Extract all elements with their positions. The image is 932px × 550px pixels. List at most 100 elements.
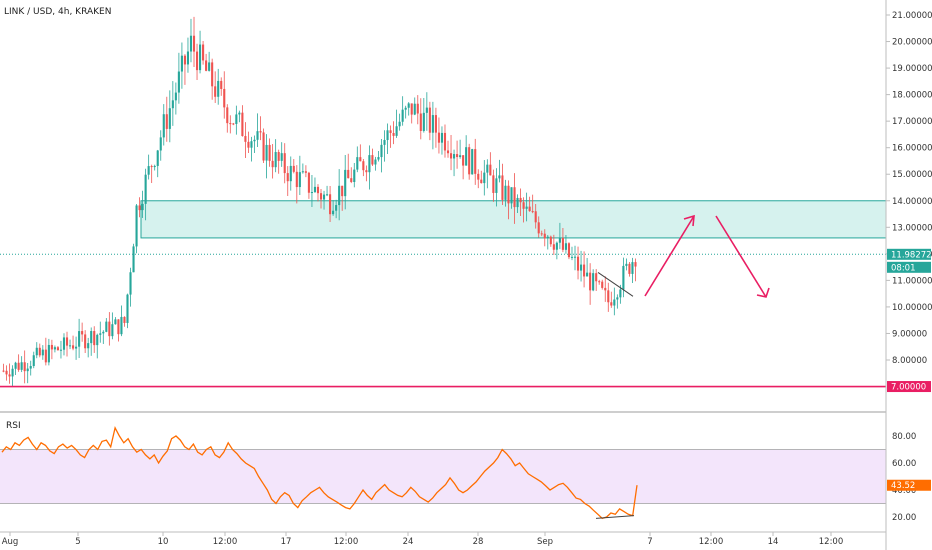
candle-body <box>410 103 413 115</box>
candle-body <box>180 55 183 72</box>
candle-body <box>525 206 528 209</box>
candle-body <box>286 173 289 182</box>
candle-body <box>280 153 283 161</box>
candle-body <box>262 132 265 161</box>
candle-body <box>392 133 395 136</box>
candle-body <box>576 256 580 271</box>
candle-body <box>96 334 99 346</box>
candle-body <box>489 164 492 176</box>
time-tick-label: Sep <box>537 537 553 547</box>
candle-body <box>105 321 108 332</box>
candle-body <box>350 178 353 182</box>
candle-body <box>555 242 558 250</box>
candle-body <box>419 113 422 131</box>
candle-body <box>595 273 598 282</box>
candle-body <box>253 139 256 142</box>
candle-body <box>567 243 571 258</box>
candle-body <box>59 349 63 351</box>
candle-body <box>504 185 507 200</box>
candle-body <box>277 152 280 161</box>
candle-body <box>214 86 217 97</box>
candle-body <box>29 366 32 369</box>
candle-body <box>226 107 229 124</box>
candle-body <box>335 205 338 211</box>
time-tick-label: Aug <box>2 537 19 547</box>
price-tick-label: 18.00000 <box>892 91 932 101</box>
candle-body <box>598 281 601 283</box>
candle-body <box>507 185 510 204</box>
candle-body <box>416 103 419 114</box>
candle-body <box>50 344 53 350</box>
candle-body <box>265 144 268 161</box>
candle-body <box>586 272 589 277</box>
candle-body <box>174 92 177 101</box>
candle-body <box>356 157 359 170</box>
candle-body <box>144 174 147 204</box>
candle-body <box>114 319 117 325</box>
candle-body <box>537 222 540 234</box>
candle-body <box>531 211 534 213</box>
candle-body <box>368 155 371 173</box>
candle-body <box>329 194 332 215</box>
candle-body <box>486 164 489 173</box>
candle-body <box>38 347 41 356</box>
last-price-tag: 11.98272 <box>891 250 932 260</box>
candle-body <box>519 197 522 203</box>
candle-body <box>117 319 120 335</box>
candle-body <box>628 263 631 274</box>
candle-body <box>625 263 628 266</box>
candle-body <box>177 71 180 93</box>
candle-body <box>471 149 474 175</box>
time-tick-label: 12:00 <box>819 537 844 547</box>
candle-body <box>186 51 190 65</box>
candle-body <box>26 368 29 372</box>
rsi-label: RSI <box>6 421 21 431</box>
candle-body <box>11 368 14 377</box>
candle-body <box>440 132 444 143</box>
candle-body <box>534 211 537 223</box>
candle-body <box>428 107 431 133</box>
time-tick-label: 12:00 <box>334 537 359 547</box>
candle-body <box>156 150 159 166</box>
candle-body <box>171 100 174 109</box>
candle-body <box>386 130 389 141</box>
candle-body <box>552 244 555 250</box>
candle-body <box>510 187 513 204</box>
candle-body <box>199 44 202 71</box>
candle-body <box>189 35 193 52</box>
time-tick-label: 12:00 <box>213 537 238 547</box>
candle-body <box>549 236 552 245</box>
down-arrow-line <box>715 215 767 298</box>
candle-body <box>449 153 453 159</box>
candle-body <box>141 203 144 211</box>
candle-body <box>307 172 310 193</box>
last-price-tag-bg <box>887 248 931 260</box>
candle-body <box>132 246 135 273</box>
candle-body <box>72 345 75 349</box>
candle-body <box>62 337 66 350</box>
candle-body <box>322 194 326 200</box>
rsi-value-tag-bg <box>887 479 931 491</box>
candle-body <box>135 205 138 247</box>
rsi-line <box>1 426 638 520</box>
candle-body <box>443 132 447 151</box>
candle-body <box>404 107 407 110</box>
candle-body <box>570 256 574 258</box>
candle-body <box>259 131 262 133</box>
candle-body <box>256 131 259 140</box>
candle-body <box>359 157 362 162</box>
price-tick-label: 9.00000 <box>892 329 927 339</box>
candle-body <box>398 121 401 127</box>
candle-body <box>14 362 17 369</box>
price-tick-label: 11.00000 <box>892 276 932 286</box>
candle-body <box>202 44 205 61</box>
candle-body <box>235 114 238 124</box>
candle-body <box>84 334 87 349</box>
candle-body <box>53 347 56 350</box>
candle-body <box>501 175 504 200</box>
candle-body <box>2 370 5 372</box>
candle-body <box>580 264 583 271</box>
price-tick-label: 21.00000 <box>892 11 932 21</box>
